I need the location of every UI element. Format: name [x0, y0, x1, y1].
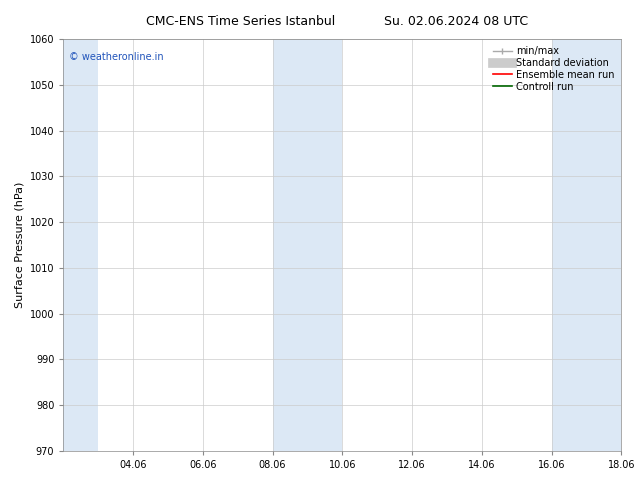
Bar — [552, 39, 621, 451]
Text: © weatheronline.in: © weatheronline.in — [69, 51, 164, 62]
Text: CMC-ENS Time Series Istanbul: CMC-ENS Time Series Istanbul — [146, 15, 335, 28]
Y-axis label: Surface Pressure (hPa): Surface Pressure (hPa) — [14, 182, 24, 308]
Bar — [63, 39, 98, 451]
Bar — [273, 39, 342, 451]
Legend: min/max, Standard deviation, Ensemble mean run, Controll run: min/max, Standard deviation, Ensemble me… — [489, 42, 618, 96]
Text: Su. 02.06.2024 08 UTC: Su. 02.06.2024 08 UTC — [384, 15, 529, 28]
